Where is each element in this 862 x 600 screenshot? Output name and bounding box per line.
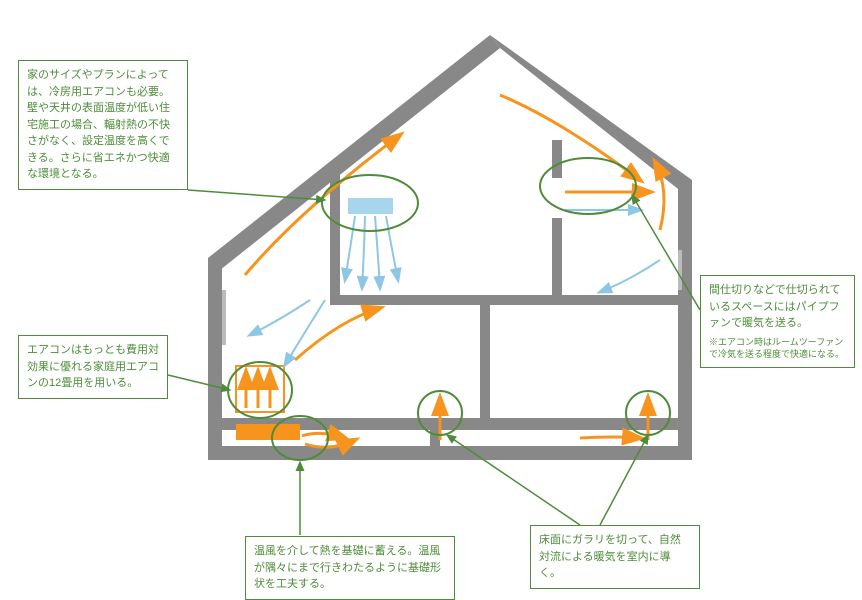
heater-unit	[236, 366, 300, 440]
callout-text: エアコンはもっとも費用対効果に優れる家庭用エアコンの12畳用を用いる。	[27, 344, 159, 389]
callout-text: 床面にガラリを切って、自然対流による暖気を室内に導く。	[539, 534, 681, 579]
callout-pipe-fan: 間仕切りなどで仕切られているスペースにはパイプファンで暖気を送る。 ※エアコン時…	[700, 275, 855, 368]
leader-lines	[168, 190, 700, 535]
callout-text: 間仕切りなどで仕切られているスペースにはパイプファンで暖気を送る。	[709, 284, 840, 329]
callout-foundation: 温風を介して熱を基礎に蓄える。温風が隅々にまで行きわたるように基礎形状を工夫する…	[245, 536, 455, 600]
window-left	[222, 290, 226, 345]
callout-ac-upper: 家のサイズやプランによっては、冷房用エアコンも必要。 壁や天井の表面温度が低い住…	[18, 60, 188, 190]
ac-unit-upper	[348, 198, 393, 214]
highlight-circles	[228, 158, 670, 460]
cool-air-arrows	[250, 210, 660, 365]
callout-ac-lower: エアコンはもっとも費用対効果に優れる家庭用エアコンの12畳用を用いる。	[18, 335, 168, 399]
callout-text: 温風を介して熱を基礎に蓄える。温風が隅々にまで行きわたるように基礎形状を工夫する…	[254, 545, 441, 590]
callout-text: 家のサイズやプランによっては、冷房用エアコンも必要。 壁や天井の表面温度が低い住…	[27, 69, 170, 180]
callout-note: ※エアコン時はルームツーファンで冷気を送る程度で快適になる。	[709, 336, 846, 361]
house-structure	[208, 35, 692, 460]
warm-air-arrows	[245, 95, 664, 447]
window-right-upper	[678, 250, 682, 290]
callout-floor-grille: 床面にガラリを切って、自然対流による暖気を室内に導く。	[530, 525, 700, 589]
